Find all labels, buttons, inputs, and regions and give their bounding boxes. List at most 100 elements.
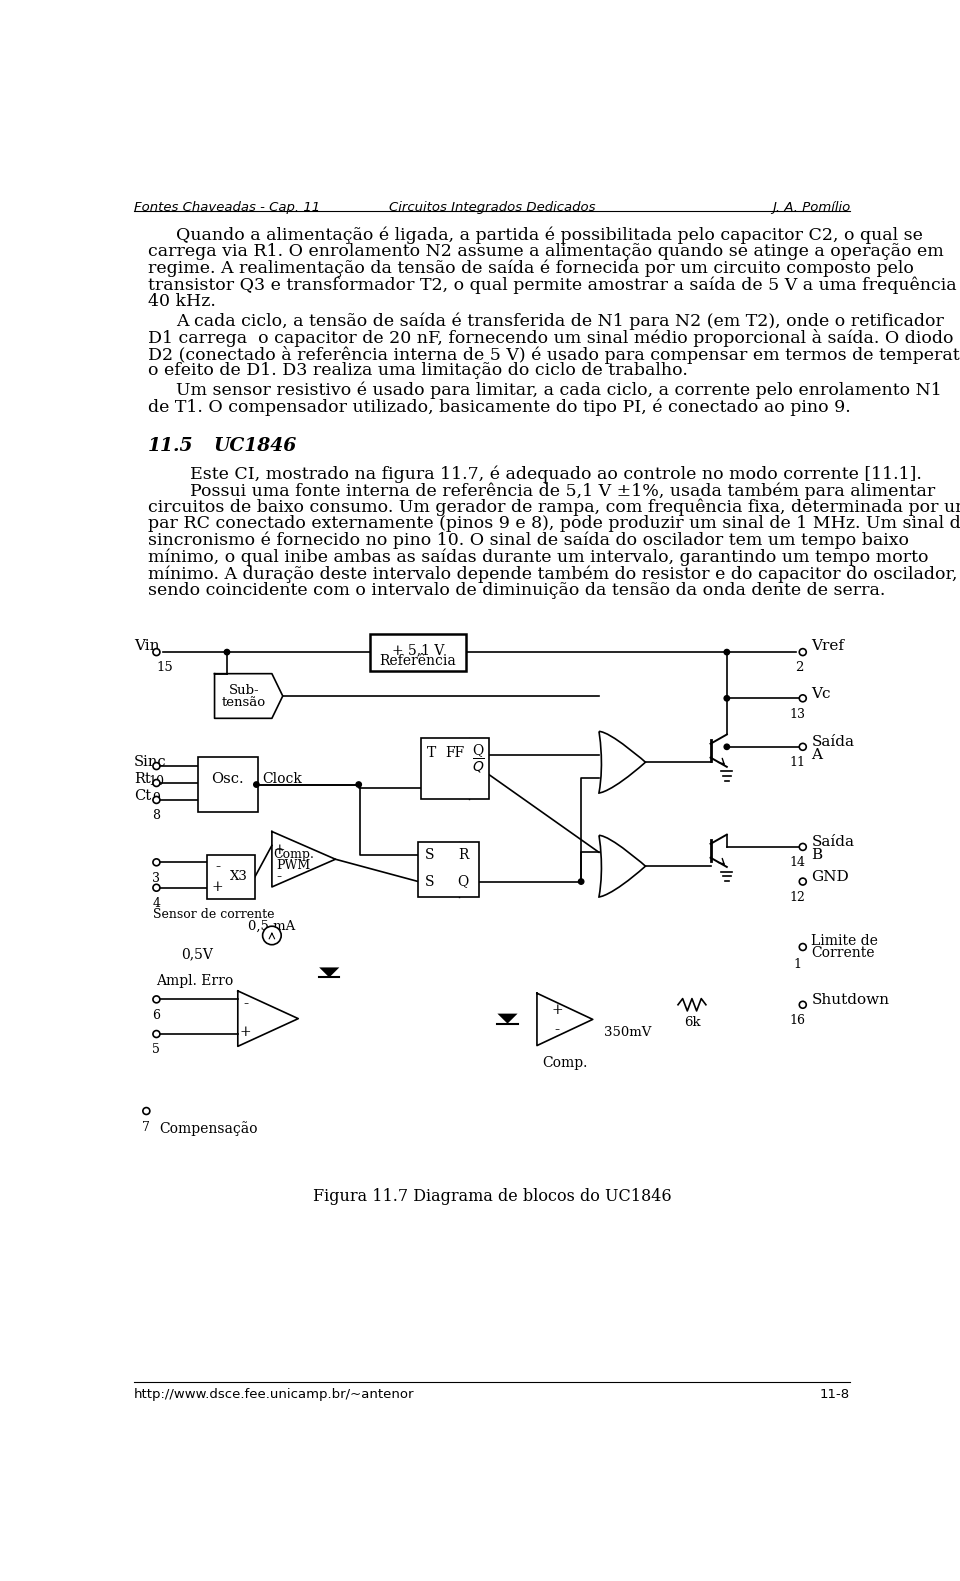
Circle shape bbox=[800, 877, 806, 885]
Polygon shape bbox=[537, 993, 592, 1045]
Text: http://www.dsce.fee.unicamp.br/~antenor: http://www.dsce.fee.unicamp.br/~antenor bbox=[134, 1388, 415, 1401]
Circle shape bbox=[724, 650, 730, 655]
Text: circuitos de baixo consumo. Um gerador de rampa, com frequência fixa, determinad: circuitos de baixo consumo. Um gerador d… bbox=[148, 500, 960, 517]
Text: de T1. O compensador utilizado, basicamente do tipo PI, é conectado ao pino 9.: de T1. O compensador utilizado, basicame… bbox=[148, 398, 851, 416]
Polygon shape bbox=[214, 674, 283, 718]
Text: Circuitos Integrados Dedicados: Circuitos Integrados Dedicados bbox=[389, 201, 595, 213]
Text: J. A. Pomílio: J. A. Pomílio bbox=[772, 201, 850, 213]
Text: Shutdown: Shutdown bbox=[811, 993, 889, 1007]
Text: Figura 11.7 Diagrama de blocos do UC1846: Figura 11.7 Diagrama de blocos do UC1846 bbox=[313, 1187, 671, 1205]
Text: +: + bbox=[551, 1004, 563, 1017]
Bar bbox=[420, 738, 489, 798]
Circle shape bbox=[153, 884, 160, 892]
Circle shape bbox=[724, 696, 730, 700]
Text: +: + bbox=[240, 1024, 252, 1039]
Circle shape bbox=[356, 783, 361, 787]
Text: $\overline{Q}$: $\overline{Q}$ bbox=[471, 757, 485, 776]
Text: o efeito de D1. D3 realiza uma limitação do ciclo de trabalho.: o efeito de D1. D3 realiza uma limitação… bbox=[148, 362, 687, 379]
Circle shape bbox=[800, 1001, 806, 1009]
Bar bbox=[198, 757, 258, 813]
Text: 11-8: 11-8 bbox=[820, 1388, 850, 1401]
Text: S: S bbox=[424, 874, 434, 889]
Text: UC1846: UC1846 bbox=[213, 436, 297, 454]
Text: PWM: PWM bbox=[276, 858, 311, 873]
Text: par RC conectado externamente (pinos 9 e 8), pode produzir um sinal de 1 MHz. Um: par RC conectado externamente (pinos 9 e… bbox=[148, 515, 960, 533]
Circle shape bbox=[800, 944, 806, 950]
Text: Saída: Saída bbox=[811, 835, 854, 849]
Text: regime. A realimentação da tensão de saída é fornecida por um circuito composto : regime. A realimentação da tensão de saí… bbox=[148, 259, 914, 277]
Text: 7: 7 bbox=[142, 1121, 151, 1134]
Text: 11: 11 bbox=[789, 756, 805, 768]
Text: A: A bbox=[811, 748, 823, 762]
Bar bbox=[206, 855, 254, 900]
Circle shape bbox=[579, 879, 584, 884]
Text: carrega via R1. O enrolamento N2 assume a alimentação quando se atinge a operaçã: carrega via R1. O enrolamento N2 assume … bbox=[148, 243, 944, 261]
Text: 8: 8 bbox=[153, 809, 160, 822]
Text: 3: 3 bbox=[153, 871, 160, 884]
Text: 6k: 6k bbox=[684, 1015, 700, 1029]
Text: Sub-: Sub- bbox=[228, 685, 259, 697]
Text: Sinc: Sinc bbox=[134, 756, 167, 770]
Text: 6: 6 bbox=[153, 1009, 160, 1021]
Text: Fontes Chaveadas - Cap. 11: Fontes Chaveadas - Cap. 11 bbox=[134, 201, 320, 213]
Text: Saída: Saída bbox=[811, 735, 854, 749]
Text: sendo coincidente com o intervalo de diminuição da tensão da onda dente de serra: sendo coincidente com o intervalo de dim… bbox=[148, 582, 885, 599]
Text: T: T bbox=[427, 746, 436, 760]
Circle shape bbox=[153, 648, 160, 656]
Text: B: B bbox=[811, 847, 823, 862]
Text: 2: 2 bbox=[795, 661, 804, 674]
Text: Ampl. Erro: Ampl. Erro bbox=[156, 974, 233, 988]
Circle shape bbox=[153, 797, 160, 803]
Text: Vref: Vref bbox=[811, 639, 844, 653]
Text: 9: 9 bbox=[153, 792, 160, 805]
Polygon shape bbox=[319, 968, 339, 977]
Text: 14: 14 bbox=[789, 857, 805, 870]
Polygon shape bbox=[272, 832, 335, 887]
Text: 5: 5 bbox=[153, 1043, 160, 1056]
Text: Um sensor resistivo é usado para limitar, a cada ciclo, a corrente pelo enrolame: Um sensor resistivo é usado para limitar… bbox=[176, 383, 942, 400]
PathPatch shape bbox=[599, 835, 645, 896]
Text: R: R bbox=[458, 849, 468, 862]
Text: + 5,1 V: + 5,1 V bbox=[392, 643, 444, 656]
Text: 10: 10 bbox=[149, 775, 164, 789]
Text: 16: 16 bbox=[789, 1013, 805, 1028]
Text: tensão: tensão bbox=[222, 696, 266, 708]
Circle shape bbox=[153, 779, 160, 786]
Text: -: - bbox=[276, 870, 281, 884]
Text: mínimo, o qual inibe ambas as saídas durante um intervalo, garantindo um tempo m: mínimo, o qual inibe ambas as saídas dur… bbox=[148, 549, 928, 566]
Text: Ct: Ct bbox=[134, 789, 151, 803]
Circle shape bbox=[263, 926, 281, 945]
Circle shape bbox=[800, 694, 806, 702]
Text: FF: FF bbox=[445, 746, 465, 760]
Polygon shape bbox=[238, 991, 299, 1047]
Text: 13: 13 bbox=[789, 708, 805, 721]
Circle shape bbox=[153, 762, 160, 770]
Circle shape bbox=[800, 843, 806, 851]
Text: Comp.: Comp. bbox=[542, 1056, 588, 1070]
Text: 0,5 mA: 0,5 mA bbox=[249, 920, 296, 933]
Text: Q: Q bbox=[472, 743, 484, 757]
Text: Vin: Vin bbox=[134, 639, 159, 653]
Text: Compensação: Compensação bbox=[158, 1121, 257, 1135]
Text: S: S bbox=[424, 849, 434, 862]
Text: 11.5: 11.5 bbox=[148, 436, 193, 454]
Circle shape bbox=[153, 858, 160, 866]
Text: 350mV: 350mV bbox=[604, 1026, 651, 1039]
Circle shape bbox=[724, 745, 730, 749]
Text: Osc.: Osc. bbox=[211, 772, 244, 786]
Text: Referência: Referência bbox=[379, 655, 456, 669]
Text: -: - bbox=[215, 860, 220, 874]
Circle shape bbox=[800, 648, 806, 656]
Text: GND: GND bbox=[811, 870, 849, 884]
Text: D2 (conectado à referência interna de 5 V) é usado para compensar em termos de t: D2 (conectado à referência interna de 5 … bbox=[148, 346, 960, 364]
Circle shape bbox=[153, 1031, 160, 1037]
Bar bbox=[419, 841, 479, 896]
Circle shape bbox=[225, 650, 229, 655]
Text: transistor Q3 e transformador T2, o qual permite amostrar a saída de 5 V a uma f: transistor Q3 e transformador T2, o qual… bbox=[148, 277, 960, 294]
Text: Corrente: Corrente bbox=[811, 945, 875, 960]
Text: Possui uma fonte interna de referência de 5,1 V ±1%, usada também para alimentar: Possui uma fonte interna de referência d… bbox=[190, 482, 935, 500]
Text: Este CI, mostrado na figura 11.7, é adequado ao controle no modo corrente [11.1]: Este CI, mostrado na figura 11.7, é adeq… bbox=[190, 466, 922, 484]
Text: 0,5V: 0,5V bbox=[181, 947, 213, 961]
Text: Q: Q bbox=[458, 874, 468, 889]
Text: -: - bbox=[555, 1023, 560, 1037]
